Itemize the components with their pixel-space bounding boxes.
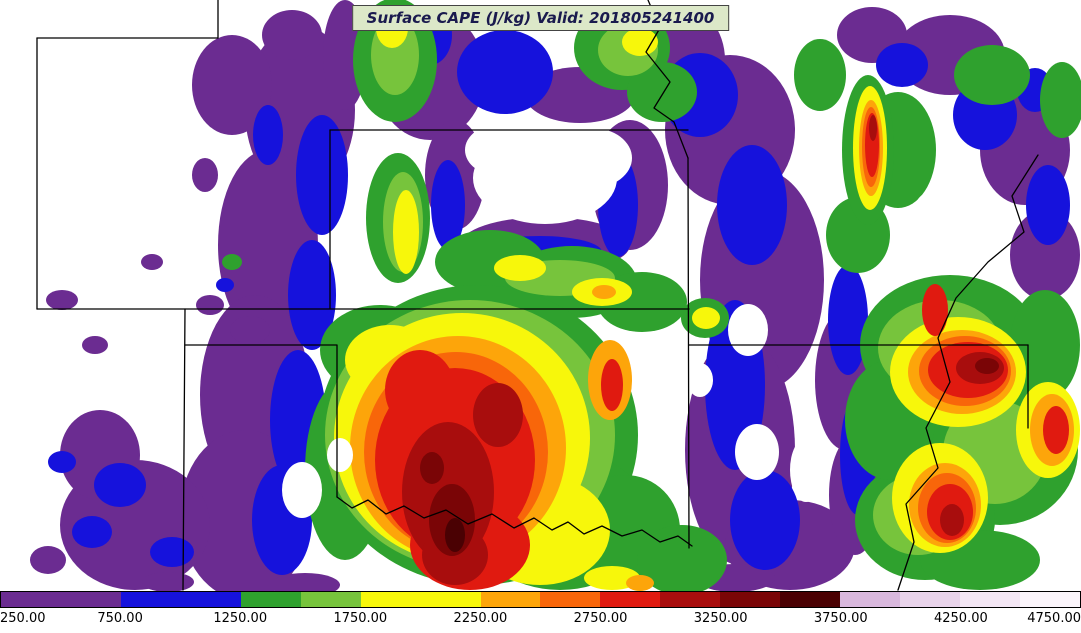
field-blob-blue — [730, 470, 800, 570]
map-title: Surface CAPE (J/kg) Valid: 201805241400 — [366, 9, 715, 27]
field-blob-maroon — [975, 358, 999, 374]
field-blob-purple — [270, 573, 340, 591]
state-border-line — [336, 496, 693, 547]
colorbar-tick-label: 3250.00 — [693, 611, 748, 626]
field-blob-green — [794, 39, 846, 111]
field-blob-orange — [592, 285, 616, 299]
field-blob-blue — [828, 265, 868, 375]
field-blob-red — [601, 359, 623, 411]
field-blob-red — [1043, 406, 1069, 454]
colorbar-segment-4250-4500 — [960, 592, 1020, 607]
colorbar-segment-3250-3500 — [720, 592, 781, 607]
field-blob-orange — [626, 575, 654, 591]
field-blob-white — [728, 304, 768, 356]
field-blob-purple — [196, 295, 224, 315]
field-blob-green — [954, 45, 1030, 105]
colorbar-segment-1750-2250 — [360, 592, 481, 607]
state-border-line — [184, 344, 338, 498]
field-blob-darkest — [445, 518, 465, 552]
field-blob-blue — [216, 278, 234, 292]
field-blob-yellow — [584, 566, 640, 590]
field-blob-dark_red — [869, 115, 877, 141]
map-title-box: Surface CAPE (J/kg) Valid: 201805241400 — [351, 5, 730, 31]
field-blob-white — [465, 124, 535, 176]
state-borders — [36, 0, 1039, 591]
field-blob-green — [627, 62, 697, 122]
field-blob-yellow — [622, 28, 658, 56]
field-blob-purple — [30, 546, 66, 574]
field-blob-blue — [876, 43, 928, 87]
colorbar-tick-label: 2250.00 — [453, 611, 508, 626]
field-blob-yellow — [692, 307, 720, 329]
field-blob-white — [282, 462, 322, 518]
state-border-line — [687, 157, 690, 549]
cape-field-blobs — [30, 0, 1081, 591]
field-blob-red — [385, 350, 455, 430]
colorbar-segment-3500-3750 — [780, 592, 841, 607]
field-blob-red — [922, 284, 948, 336]
colorbar-segment-3000-3250 — [660, 592, 721, 607]
colorbar-segment-2250-2500 — [480, 592, 541, 607]
colorbar-tick-label: 2750.00 — [573, 611, 628, 626]
field-blob-maroon — [420, 452, 444, 484]
field-blob-white — [687, 363, 713, 397]
colorbar-segment-2500-2750 — [540, 592, 601, 607]
colorbar-tick-label: 4750.00 — [1027, 611, 1081, 626]
colorbar-segment-2750-3000 — [600, 592, 661, 607]
field-blob-purple — [230, 316, 270, 344]
colorbar-tick-label: 750.00 — [97, 611, 143, 626]
colorbar-tick-label: 3750.00 — [813, 611, 868, 626]
field-blob-white — [735, 424, 779, 480]
colorbar-tick-label: 1250.00 — [213, 611, 268, 626]
field-blob-yellow — [494, 255, 546, 281]
field-blob-purple — [46, 290, 78, 310]
field-blob-blue — [296, 115, 348, 235]
cape-map-svg — [30, 0, 1081, 591]
field-blob-blue — [717, 145, 787, 265]
colorbar-segment-1500-1750 — [300, 592, 361, 607]
field-blob-purple — [192, 158, 218, 192]
field-blob-blue — [431, 160, 465, 250]
colorbar-tick-label: 250.00 — [0, 611, 46, 626]
field-blob-blue — [72, 516, 112, 548]
colorbar-segment-750-1250 — [120, 592, 241, 607]
field-blob-blue — [253, 105, 283, 165]
field-blob-blue — [48, 451, 76, 473]
colorbar-tick-label: 1750.00 — [333, 611, 388, 626]
colorbar-segment-1250-1500 — [240, 592, 301, 607]
state-border-line — [897, 154, 1039, 591]
colorbar-tick-label: 4250.00 — [933, 611, 988, 626]
colorbar-labels: 250.00 750.00 1250.00 1750.00 2250.00 2750.00… — [0, 611, 1081, 631]
field-blob-purple — [142, 572, 194, 591]
field-blob-white — [790, 438, 822, 502]
field-blob-yellow — [393, 190, 419, 274]
colorbar-segment-4000-4250 — [900, 592, 960, 607]
field-blob-blue — [1026, 165, 1070, 245]
field-blob-purple — [192, 35, 272, 135]
colorbar-segment-4500-4750 — [1019, 592, 1080, 607]
field-blob-white — [913, 191, 953, 239]
field-blob-green — [1040, 62, 1081, 138]
field-blob-blue — [288, 240, 336, 350]
colorbar — [0, 591, 1081, 608]
field-blob-white — [552, 128, 632, 188]
colorbar-segment-3750-4000 — [840, 592, 901, 607]
field-blob-white — [327, 438, 353, 472]
state-border-line — [182, 308, 186, 591]
colorbar-segment-250-750 — [1, 592, 121, 607]
field-blob-blue — [94, 463, 146, 507]
field-blob-dark_red — [940, 504, 964, 536]
field-blob-purple — [141, 254, 163, 270]
field-blob-blue — [457, 30, 553, 114]
field-blob-blue — [150, 537, 194, 567]
field-blob-dark_red — [473, 383, 523, 447]
field-blob-purple — [262, 10, 322, 60]
field-blob-green — [222, 254, 242, 270]
field-blob-purple — [82, 336, 108, 354]
